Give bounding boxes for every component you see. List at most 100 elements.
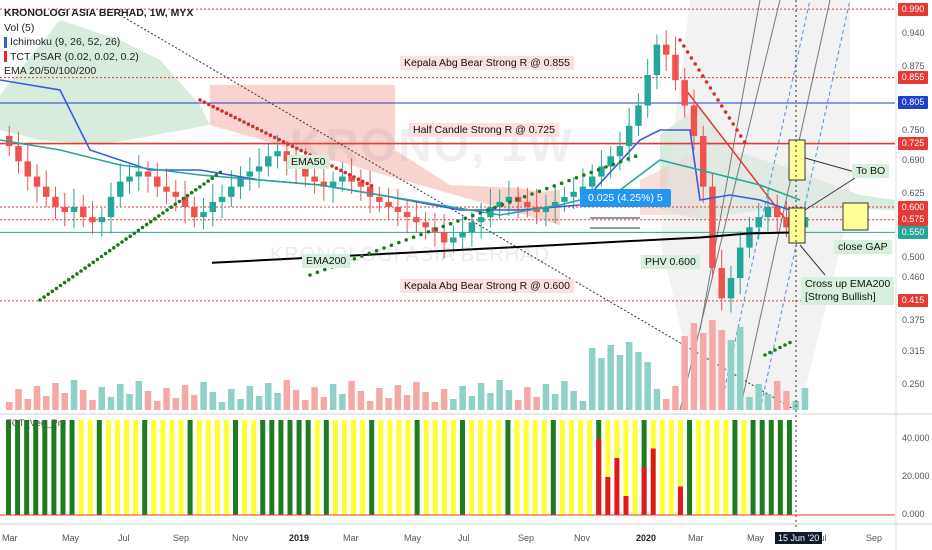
time-tick: Mar xyxy=(343,533,359,543)
candle-body xyxy=(200,212,207,218)
candle-body xyxy=(126,176,133,182)
veg-bar xyxy=(33,420,39,515)
volume-bar xyxy=(246,386,254,410)
psar-dot-up xyxy=(567,178,571,183)
veg-bar xyxy=(460,420,466,515)
candle-body xyxy=(477,217,485,223)
veg-bar xyxy=(469,420,475,515)
time-tick: May xyxy=(747,533,765,543)
legend-psar[interactable]: TCT PSAR (0.02, 0.02, 0.2) xyxy=(10,50,139,63)
price-tick: 0.460 xyxy=(902,272,925,283)
legend-vol[interactable]: Vol (5) xyxy=(4,21,35,34)
volume-bar xyxy=(413,382,420,410)
cross-box xyxy=(788,207,806,244)
veg-bar xyxy=(142,420,148,515)
psar-dot-down xyxy=(682,44,686,48)
volume-bar xyxy=(357,391,365,410)
psar-dot-down xyxy=(246,122,251,126)
volume-bar xyxy=(191,395,198,410)
psar-dot-down xyxy=(277,137,282,142)
candle-body xyxy=(616,146,624,157)
veg-bar xyxy=(732,420,738,515)
legend-ichimoku[interactable]: Ichimoku (9, 26, 52, 26) xyxy=(10,36,121,48)
candle-body xyxy=(783,217,790,228)
psar-dot-down xyxy=(242,120,246,124)
legend-ema[interactable]: EMA 20/50/100/200 xyxy=(4,65,97,77)
psar-dot-up xyxy=(323,267,327,272)
volume-bar xyxy=(551,394,559,410)
psar-dot-up xyxy=(42,295,46,299)
veg-bar xyxy=(251,420,257,515)
psar-dot-up xyxy=(500,203,505,207)
annotation-ema200: EMA200 xyxy=(302,254,351,268)
ichimoku-swatch xyxy=(4,36,7,48)
volume-bar xyxy=(292,390,300,410)
volume-bar xyxy=(6,402,13,410)
veg-red-bar xyxy=(596,439,602,515)
volume-bar xyxy=(43,396,50,410)
price-tag-0.805: 0.805 xyxy=(898,96,928,110)
volume-bar xyxy=(274,393,281,410)
volume-bar xyxy=(89,400,96,410)
candle-body xyxy=(385,201,392,207)
psar-dot-up xyxy=(218,170,223,175)
psar-dot-down xyxy=(704,80,709,84)
ichimoku-cloud-bear xyxy=(210,85,560,225)
candle-body xyxy=(635,105,642,126)
psar-dot-up xyxy=(50,289,55,294)
psar-dot-up xyxy=(132,231,137,236)
psar-dot-down xyxy=(220,109,224,113)
psar-dot-down xyxy=(347,173,352,177)
psar-dot-up xyxy=(107,248,112,253)
candle-body xyxy=(422,222,429,228)
psar-dot-up xyxy=(611,162,616,167)
candle-body xyxy=(607,156,614,167)
veg-bar xyxy=(341,420,347,515)
psar-dot-up xyxy=(128,234,132,238)
candle-body xyxy=(653,44,661,76)
psar-dot-up xyxy=(58,283,63,288)
candle-body xyxy=(644,75,651,106)
psar-dot-up xyxy=(441,224,446,229)
price-tag-0.725: 0.725 xyxy=(898,137,928,151)
veg-bar xyxy=(242,420,248,515)
veg-bar xyxy=(196,420,202,515)
veg-red-bar xyxy=(677,486,683,515)
volume-bar xyxy=(468,396,476,410)
volume-bar xyxy=(302,400,309,410)
psar-dot-up xyxy=(508,200,512,204)
volume-bar xyxy=(681,336,688,410)
psar-dot-up xyxy=(374,248,379,253)
veg-bar xyxy=(151,420,157,515)
psar-dot-up xyxy=(124,237,128,241)
veg-bar xyxy=(777,420,783,515)
legend: KRONOLOGI ASIA BERHAD, 1W, MYX Vol (5) I… xyxy=(4,6,193,79)
candle-body xyxy=(117,181,124,197)
volume-bar xyxy=(709,320,716,410)
volume-bar xyxy=(172,398,180,410)
volume-bar xyxy=(98,387,106,410)
psar-dot-down xyxy=(290,144,295,148)
candle-body xyxy=(320,181,328,187)
veg-bar xyxy=(696,420,702,515)
volume-bar xyxy=(339,394,346,410)
psar-dot-up xyxy=(485,208,490,212)
volume-bar xyxy=(200,382,207,410)
psar-dot-up xyxy=(194,188,198,192)
psar-dot-up xyxy=(552,184,556,188)
psar-dot-down xyxy=(742,140,747,144)
volume-bar xyxy=(228,389,235,410)
candle-body xyxy=(588,176,596,187)
psar-dot-down xyxy=(273,135,277,140)
psar-dot-down xyxy=(286,142,290,146)
psar-dot-down xyxy=(689,56,694,60)
time-tick: 2020 xyxy=(636,533,657,543)
psar-dot-up xyxy=(62,280,67,285)
veg-bar xyxy=(15,420,21,515)
volume-bar xyxy=(376,388,383,410)
psar-dot-down xyxy=(255,126,259,131)
volume-bar xyxy=(209,392,217,410)
annotation-r600: Kepala Abg Bear Strong R @ 0.600 xyxy=(400,279,574,293)
